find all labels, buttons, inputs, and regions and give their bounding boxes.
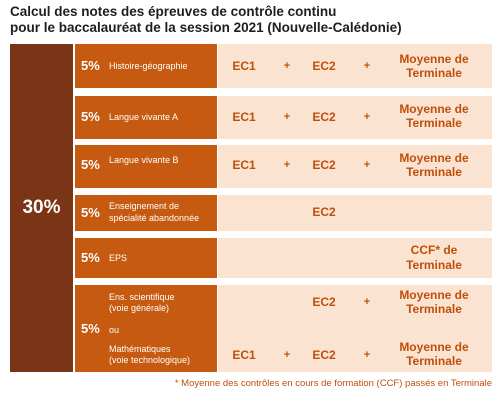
footnote: * Moyenne des contrôles en cours de form…	[174, 378, 492, 389]
row-subject-line-1: Enseignement de	[109, 201, 180, 211]
row-formula: CCF* de Terminale	[218, 238, 492, 278]
plus-sign: +	[363, 60, 371, 72]
row-weight: 5%	[81, 250, 100, 265]
plus-sign: +	[283, 159, 291, 171]
moyenne-line-1: Moyenne de	[399, 102, 469, 116]
subject-ens-scientifique: Ens. scientifique	[109, 292, 175, 302]
row-specialite-abandonnee: 5% Enseignement de spécialité abandonnée…	[75, 195, 492, 231]
moyenne-line-1: Moyenne de	[399, 151, 469, 165]
moyenne-line-2: Terminale	[406, 116, 462, 130]
row-subject: Histoire-géographie	[109, 61, 188, 71]
row-formula: EC1 + EC2 + Moyenne de Terminale	[218, 96, 492, 139]
diagram-title: Calcul des notes des épreuves de contrôl…	[10, 4, 490, 36]
plus-sign: +	[283, 60, 291, 72]
ec1-term: EC1	[232, 59, 256, 73]
ec2-term: EC2	[312, 59, 336, 73]
row-label: 5% Histoire-géographie	[75, 44, 217, 88]
row-formula: EC2 + Moyenne de Terminale EC1 + EC2 + M…	[218, 285, 492, 372]
moyenne-line-2: Terminale	[406, 66, 462, 80]
ec1-term: EC1	[232, 158, 256, 172]
row-label: 5% Langue vivante A	[75, 96, 217, 139]
row-subject: EPS	[109, 253, 128, 263]
ec2-term: EC2	[312, 158, 336, 172]
row-subject-line-2: spécialité abandonnée	[109, 213, 200, 223]
row-langue-vivante-a: 5% Langue vivante A EC1 + EC2 + Moyenne …	[75, 96, 492, 139]
ec2-term: EC2	[312, 205, 336, 219]
moyenne-line-2: Terminale	[406, 302, 462, 316]
ccf-line-2: Terminale	[406, 258, 462, 272]
row-sciences: 5% Ens. scientifique (voie générale) ou …	[75, 285, 492, 372]
moyenne-line-1: Moyenne de	[399, 52, 469, 66]
moyenne-line-1: Moyenne de	[399, 340, 469, 354]
row-formula: EC1 + EC2 + Moyenne de Terminale	[218, 44, 492, 88]
title-line-1: Calcul des notes des épreuves de contrôl…	[10, 4, 337, 19]
ccf-line-1: CCF* de	[410, 243, 458, 257]
moyenne-line-2: Terminale	[406, 165, 462, 179]
plus-sign: +	[363, 159, 371, 171]
row-weight: 5%	[81, 205, 100, 220]
row-label: 5% Ens. scientifique (voie générale) ou …	[75, 285, 217, 372]
subject-voie-generale: (voie générale)	[109, 303, 170, 313]
row-weight: 5%	[81, 157, 100, 172]
subject-mathematiques: Mathématiques	[109, 344, 171, 354]
plus-sign: +	[363, 349, 371, 361]
row-formula: EC1 + EC2 + Moyenne de Terminale	[218, 145, 492, 188]
ec2-term: EC2	[312, 348, 336, 362]
row-eps: 5% EPS CCF* de Terminale	[75, 238, 492, 278]
moyenne-line-2: Terminale	[406, 354, 462, 368]
plus-sign: +	[363, 111, 371, 123]
row-subject: Langue vivante A	[109, 112, 179, 122]
row-label: 5% Langue vivante B	[75, 145, 217, 188]
subject-voie-technologique: (voie technologique)	[109, 355, 191, 365]
row-weight: 5%	[81, 58, 100, 73]
ec1-term: EC1	[232, 110, 256, 124]
subject-ou: ou	[109, 325, 120, 335]
total-weight-label: 30%	[22, 197, 61, 218]
row-weight: 5%	[81, 109, 100, 124]
row-formula: EC2	[218, 195, 492, 231]
row-histoire-geographie: 5% Histoire-géographie EC1 + EC2 + Moyen…	[75, 44, 492, 88]
row-label: 5% Enseignement de spécialité abandonnée	[75, 195, 217, 231]
row-weight: 5%	[81, 321, 100, 336]
plus-sign: +	[283, 111, 291, 123]
plus-sign: +	[363, 296, 371, 308]
plus-sign: +	[283, 349, 291, 361]
row-subject: Langue vivante B	[109, 155, 179, 165]
moyenne-line-1: Moyenne de	[399, 288, 469, 302]
title-line-2: pour le baccalauréat de la session 2021 …	[10, 20, 402, 35]
row-langue-vivante-b: 5% Langue vivante B EC1 + EC2 + Moyenne …	[75, 145, 492, 188]
row-label: 5% EPS	[75, 238, 217, 278]
ec2-term: EC2	[312, 295, 336, 309]
ec2-term: EC2	[312, 110, 336, 124]
ec1-term: EC1	[232, 348, 256, 362]
total-weight-box: 30%	[10, 44, 73, 372]
